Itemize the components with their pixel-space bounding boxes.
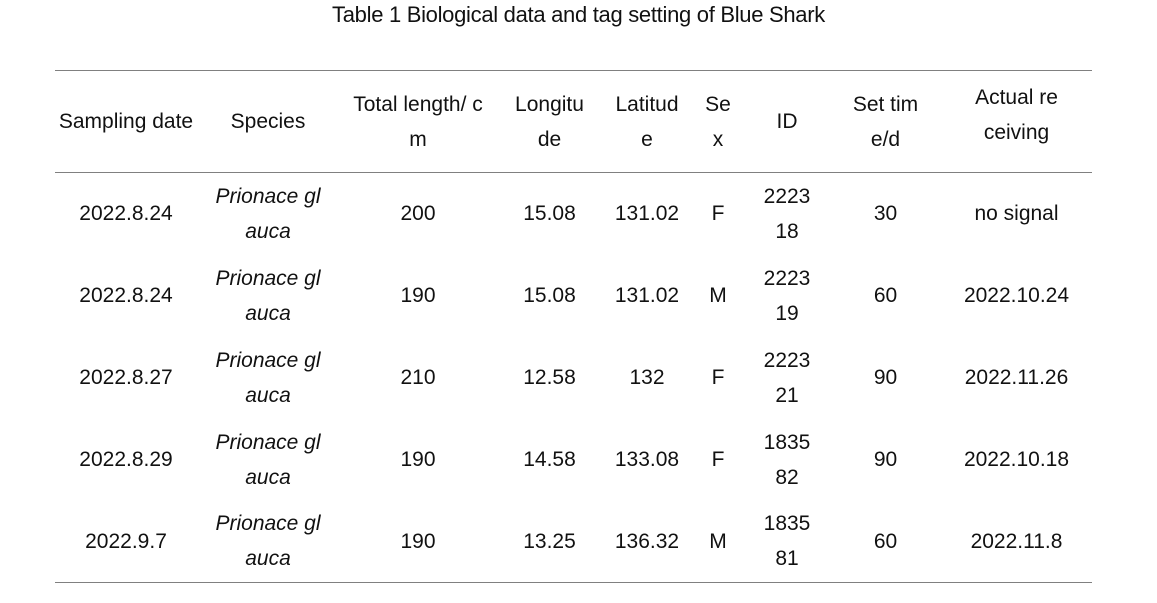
cell-species: Prionace glauca [215,184,321,243]
cell-longitude: 12.58 [523,366,576,389]
cell-sex: F [711,202,725,226]
header-row: Sampling date Species Total length/ cm L… [55,70,1092,173]
header-sex: Se x [705,92,731,151]
cell-set-time: 30 [873,202,898,226]
cell-actual-receiving: no signal [974,202,1059,226]
cell-id: 183582 [763,430,811,489]
header-latitude: Latitud e [615,92,679,151]
header-sampling-date: Sampling date [58,110,194,133]
cell-sex: F [711,448,725,471]
cell-longitude: 13.25 [523,529,576,553]
cell-id: 222321 [763,348,811,407]
cell-set-time: 60 [873,284,898,307]
cell-actual-receiving: 2022.10.18 [963,448,1070,471]
cell-id: 222319 [763,266,811,325]
cell-latitude: 131.02 [614,284,680,307]
cell-sampling-date: 2022.8.27 [79,366,173,389]
cell-set-time: 90 [873,448,898,471]
table-row: 2022.8.24 Prionace glauca 200 15.08 131.02 F 2… [55,173,1092,255]
header-set-time: Set time/d [852,92,919,151]
table-header: Sampling date Species Total length/ cm L… [55,70,1092,173]
cell-actual-receiving: 2022.11.26 [964,366,1069,389]
table-body: 2022.8.24 Prionace glauca 200 15.08 131.02 F 2… [55,173,1092,583]
header-longitude: Longitu de [515,92,584,151]
cell-latitude: 133.08 [614,448,680,471]
cell-longitude: 14.58 [523,448,576,471]
table-row: 2022.9.7 Prionace glauca 190 13.25 136.32 M 18… [55,501,1092,583]
cell-sex: F [711,366,725,389]
cell-latitude: 132 [629,366,665,389]
table-row: 2022.8.24 Prionace glauca 190 15.08 131.02 M 2… [55,255,1092,337]
cell-sampling-date: 2022.9.7 [85,529,167,553]
cell-id: 183581 [763,512,811,571]
cell-species: Prionace glauca [215,266,321,325]
cell-total-length: 190 [400,529,436,553]
cell-longitude: 15.08 [523,202,576,226]
header-actual-receiving: Actual receiving [975,86,1058,144]
cell-latitude: 131.02 [614,202,680,226]
shark-data-table: Sampling date Species Total length/ cm L… [55,70,1092,583]
table-row: 2022.8.27 Prionace glauca 210 12.58 132 F 2223… [55,337,1092,419]
cell-sampling-date: 2022.8.24 [79,202,173,226]
cell-total-length: 190 [400,448,436,471]
cell-actual-receiving: 2022.10.24 [963,284,1070,307]
cell-set-time: 60 [873,529,898,553]
header-id: ID [776,110,798,133]
header-total-length: Total length/ cm [353,92,483,151]
cell-sampling-date: 2022.8.29 [79,448,173,471]
cell-sex: M [709,529,727,553]
cell-set-time: 90 [873,366,898,389]
table-caption: Table 1 Biological data and tag setting … [332,2,825,27]
cell-longitude: 15.08 [523,284,576,307]
cell-sampling-date: 2022.8.24 [79,284,173,307]
cell-species: Prionace glauca [215,430,321,489]
cell-total-length: 190 [400,284,436,307]
cell-sex: M [709,284,727,307]
cell-id: 222318 [763,184,811,243]
cell-species: Prionace glauca [215,348,321,407]
table-row: 2022.8.29 Prionace glauca 190 14.58 133.08 F 1… [55,419,1092,501]
cell-species: Prionace glauca [215,512,321,571]
cell-total-length: 200 [400,202,436,226]
cell-latitude: 136.32 [614,529,680,553]
cell-total-length: 210 [400,366,436,389]
header-species: Species [230,110,306,133]
cell-actual-receiving: 2022.11.8 [970,529,1063,553]
